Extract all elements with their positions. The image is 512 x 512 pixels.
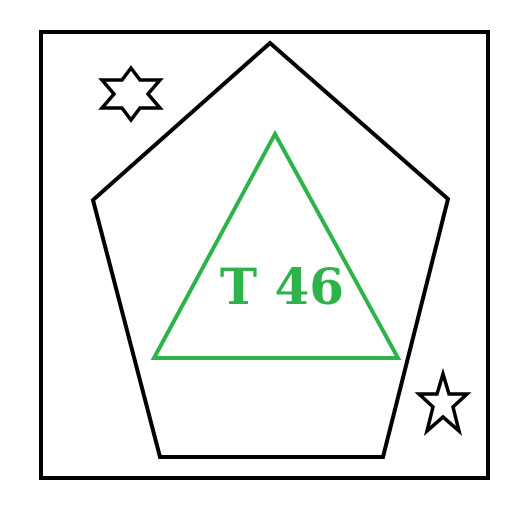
outer-frame (39, 30, 490, 480)
hexagram-star-icon (98, 65, 164, 123)
triangle-label: T 46 (220, 257, 344, 316)
inner-triangle (150, 129, 402, 360)
pentagon (90, 40, 451, 459)
five-point-star-icon (414, 367, 472, 436)
